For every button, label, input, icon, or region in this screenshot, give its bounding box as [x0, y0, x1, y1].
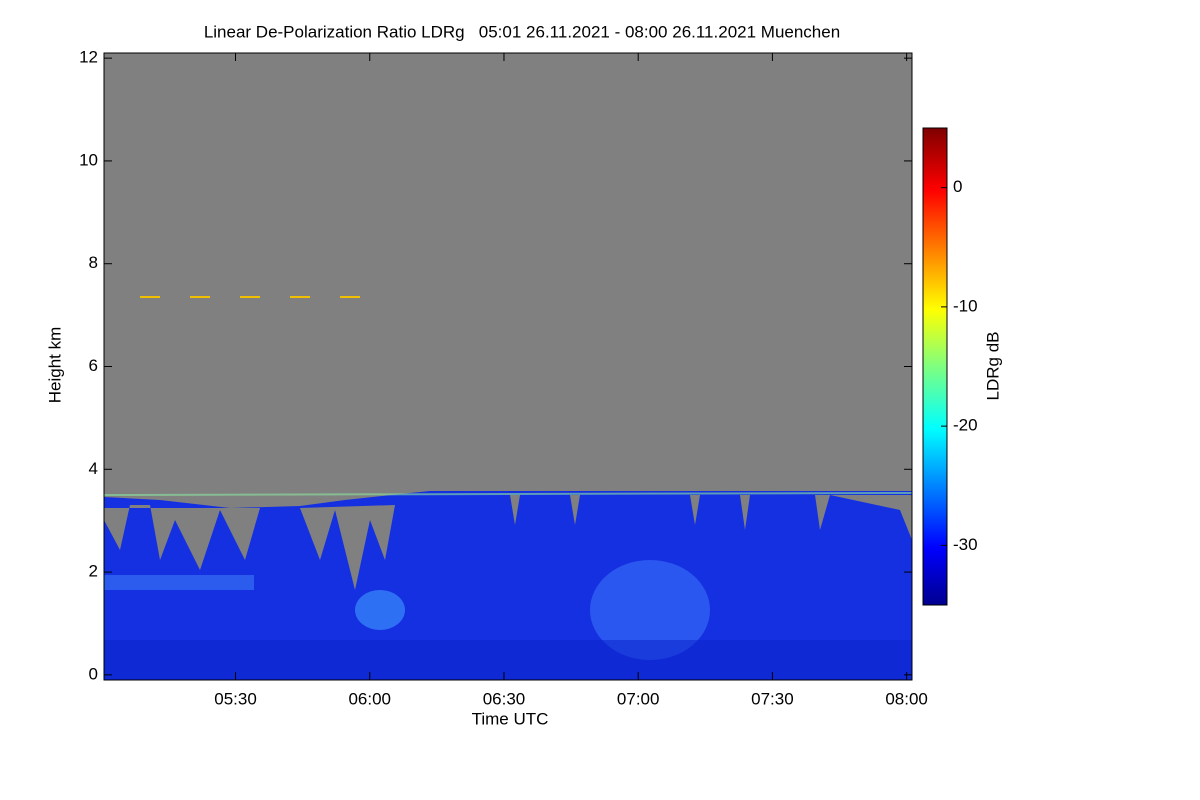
- x-tick-label: 06:30: [483, 689, 526, 708]
- chart-title: Linear De-Polarization Ratio LDRg 05:01 …: [204, 22, 840, 41]
- colorbar-tick-label: 0: [953, 177, 962, 196]
- x-tick-label: 07:30: [751, 689, 794, 708]
- x-axis-label: Time UTC: [472, 709, 549, 728]
- y-tick-label: 10: [79, 150, 98, 169]
- y-tick-label: 6: [89, 356, 98, 375]
- y-tick-label: 0: [89, 664, 98, 683]
- x-tick-label: 07:00: [617, 689, 660, 708]
- colorbar-tick-label: -20: [953, 416, 978, 435]
- x-tick-label: 06:00: [348, 689, 391, 708]
- x-tick-label: 05:30: [214, 689, 257, 708]
- colorbar-tick-label: -10: [953, 296, 978, 315]
- y-tick-label: 8: [89, 253, 98, 272]
- colorbar-label: LDRg dB: [983, 332, 1002, 401]
- y-tick-label: 4: [89, 459, 98, 478]
- x-tick-label: 08:00: [885, 689, 928, 708]
- colorbar-tick-label: -30: [953, 535, 978, 554]
- y-tick-label: 12: [79, 48, 98, 67]
- y-axis-label: Height km: [45, 327, 64, 404]
- y-tick-label: 2: [89, 562, 98, 581]
- heatmap-image: [104, 53, 912, 680]
- colorbar: [922, 127, 948, 606]
